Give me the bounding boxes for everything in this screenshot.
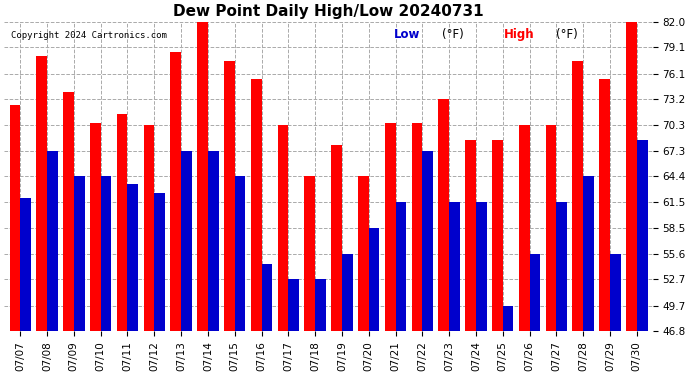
Bar (37, 56, 47, 331)
Bar (250, 79, 262, 331)
Bar (170, 53, 181, 331)
Bar (422, 151, 433, 331)
Bar (358, 177, 368, 331)
Bar (626, 22, 637, 331)
Bar (304, 177, 315, 331)
Bar (556, 202, 567, 331)
Bar (331, 145, 342, 331)
Bar (47, 151, 58, 331)
Bar (315, 279, 326, 331)
Bar (519, 124, 529, 331)
Bar (583, 177, 594, 331)
Bar (10, 105, 20, 331)
Title: Dew Point Daily High/Low 20240731: Dew Point Daily High/Low 20240731 (173, 4, 484, 19)
Text: (°F): (°F) (555, 28, 578, 41)
Text: (°F): (°F) (442, 28, 464, 41)
Bar (492, 140, 503, 331)
Bar (412, 123, 422, 331)
Bar (368, 228, 380, 331)
Bar (74, 177, 85, 331)
Bar (144, 124, 155, 331)
Bar (449, 202, 460, 331)
Bar (546, 124, 556, 331)
Text: High: High (504, 28, 534, 41)
Bar (181, 151, 192, 331)
Bar (599, 79, 610, 331)
Bar (128, 184, 138, 331)
Bar (277, 124, 288, 331)
Bar (63, 92, 74, 331)
Bar (573, 61, 583, 331)
Bar (155, 193, 165, 331)
Bar (342, 254, 353, 331)
Bar (224, 61, 235, 331)
Bar (197, 22, 208, 331)
Bar (610, 254, 621, 331)
Bar (262, 264, 273, 331)
Text: Low: Low (393, 28, 420, 41)
Bar (465, 140, 476, 331)
Bar (503, 306, 513, 331)
Bar (529, 254, 540, 331)
Bar (438, 99, 449, 331)
Bar (476, 202, 486, 331)
Bar (235, 177, 246, 331)
Bar (101, 177, 111, 331)
Bar (117, 114, 128, 331)
Bar (395, 202, 406, 331)
Bar (637, 140, 647, 331)
Bar (90, 123, 101, 331)
Text: Copyright 2024 Cartronics.com: Copyright 2024 Cartronics.com (10, 31, 166, 40)
Bar (208, 151, 219, 331)
Bar (288, 279, 299, 331)
Bar (20, 198, 31, 331)
Bar (385, 123, 395, 331)
